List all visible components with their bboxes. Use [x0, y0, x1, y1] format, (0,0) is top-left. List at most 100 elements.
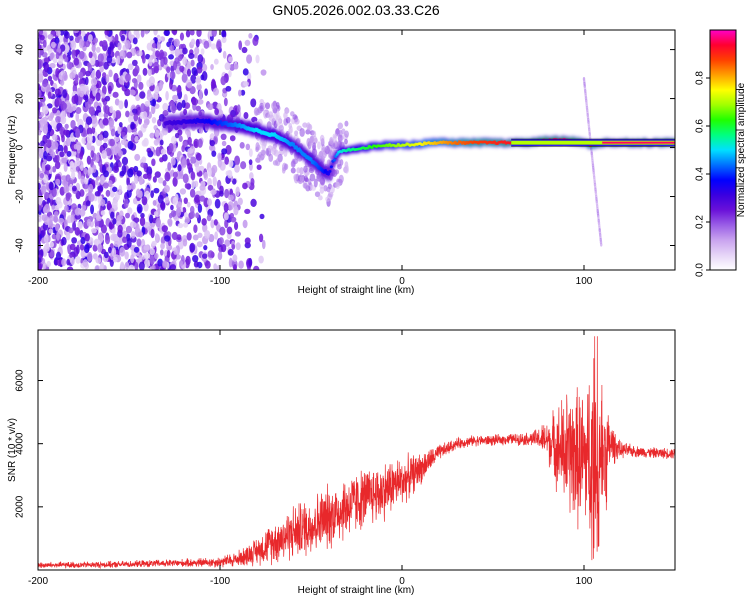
noise-blob	[64, 205, 69, 212]
noise-blob	[131, 108, 138, 114]
noise-blob	[299, 167, 304, 175]
noise-blob	[83, 167, 88, 175]
noise-blob	[201, 218, 207, 226]
noise-blob	[203, 245, 208, 251]
noise-blob	[71, 170, 76, 180]
noise-blob	[214, 108, 219, 116]
noise-blob	[140, 212, 145, 219]
noise-blob	[334, 169, 340, 175]
noise-blob	[100, 224, 107, 234]
noise-blob	[94, 264, 101, 270]
noise-blob	[133, 246, 140, 253]
noise-blob	[55, 51, 60, 60]
noise-blob	[231, 178, 237, 185]
noise-blob	[226, 232, 232, 240]
noise-blob	[95, 92, 101, 102]
noise-blob	[171, 231, 178, 241]
noise-blob	[74, 207, 82, 216]
noise-blob	[169, 264, 177, 270]
spectrogram-x-tick-label: 100	[576, 276, 593, 287]
noise-blob	[163, 185, 170, 193]
noise-blob	[188, 52, 195, 59]
noise-blob	[139, 216, 146, 227]
noise-blob	[244, 242, 251, 249]
noise-blob	[42, 124, 49, 134]
noise-blob	[146, 93, 154, 102]
noise-blob	[313, 137, 318, 144]
noise-blob	[234, 63, 239, 70]
noise-blob	[189, 86, 196, 95]
spectrogram-y-tick-label: -40	[15, 238, 26, 253]
noise-blob	[159, 249, 164, 256]
noise-blob	[179, 65, 185, 73]
noise-blob	[243, 112, 249, 119]
noise-blob	[150, 190, 155, 199]
noise-blob	[259, 98, 265, 105]
noise-blob	[164, 30, 170, 37]
noise-blob	[153, 210, 159, 217]
spectrogram-frame	[37, 29, 676, 271]
noise-blob	[95, 46, 101, 53]
noise-blob	[195, 164, 201, 173]
noise-blob	[192, 98, 199, 106]
noise-blob	[38, 101, 41, 111]
noise-blob	[238, 260, 244, 269]
noise-blob	[248, 257, 253, 267]
noise-blob	[127, 115, 134, 124]
noise-blob	[169, 79, 173, 90]
colorbar-label: Normalized spectral amplitude	[736, 82, 747, 217]
colorbar-bar	[710, 30, 736, 270]
noise-blob	[244, 208, 251, 214]
noise-blob	[38, 167, 41, 177]
noise-blob	[50, 120, 57, 128]
noise-blob	[126, 184, 132, 191]
noise-blob	[235, 242, 241, 251]
noise-blob	[117, 237, 123, 246]
noise-blob	[106, 200, 112, 211]
noise-blob	[227, 194, 234, 201]
noise-blob	[130, 121, 135, 130]
noise-blob	[211, 150, 217, 157]
noise-blob	[79, 83, 86, 91]
noise-blob	[110, 128, 116, 137]
noise-blob	[190, 38, 196, 46]
noise-blob	[196, 83, 202, 91]
ridge-core	[329, 165, 333, 169]
noise-blob	[178, 135, 183, 143]
ridge-core	[332, 158, 336, 162]
noise-blob	[335, 127, 340, 135]
noise-blob	[173, 38, 180, 48]
noise-blob	[41, 161, 46, 172]
noise-blob	[143, 252, 151, 259]
noise-blob	[53, 210, 59, 217]
noise-blob	[202, 223, 208, 233]
noise-blob	[136, 203, 143, 214]
noise-blob	[98, 232, 103, 240]
noise-blob	[106, 55, 113, 64]
noise-blob	[217, 157, 222, 168]
noise-blob	[223, 202, 229, 213]
noise-blob	[87, 97, 94, 105]
noise-blob	[41, 229, 46, 237]
noise-blob	[75, 112, 80, 122]
noise-blob	[242, 68, 249, 76]
ridge-core	[328, 169, 332, 173]
noise-blob	[240, 89, 246, 96]
noise-blob	[46, 132, 51, 140]
noise-blob	[63, 129, 70, 136]
noise-blob	[207, 198, 213, 206]
noise-blob	[299, 127, 305, 137]
noise-blob	[162, 102, 169, 112]
noise-blob	[81, 30, 86, 37]
noise-blob	[104, 234, 111, 245]
noise-blob	[198, 89, 203, 100]
noise-blob	[233, 221, 239, 231]
noise-blob	[102, 117, 109, 126]
noise-blob	[65, 137, 71, 147]
noise-blob	[73, 143, 79, 150]
noise-blob	[90, 204, 95, 215]
noise-blob	[89, 56, 96, 66]
noise-blob	[103, 251, 109, 259]
noise-blob	[173, 249, 178, 255]
noise-blob	[207, 184, 214, 191]
